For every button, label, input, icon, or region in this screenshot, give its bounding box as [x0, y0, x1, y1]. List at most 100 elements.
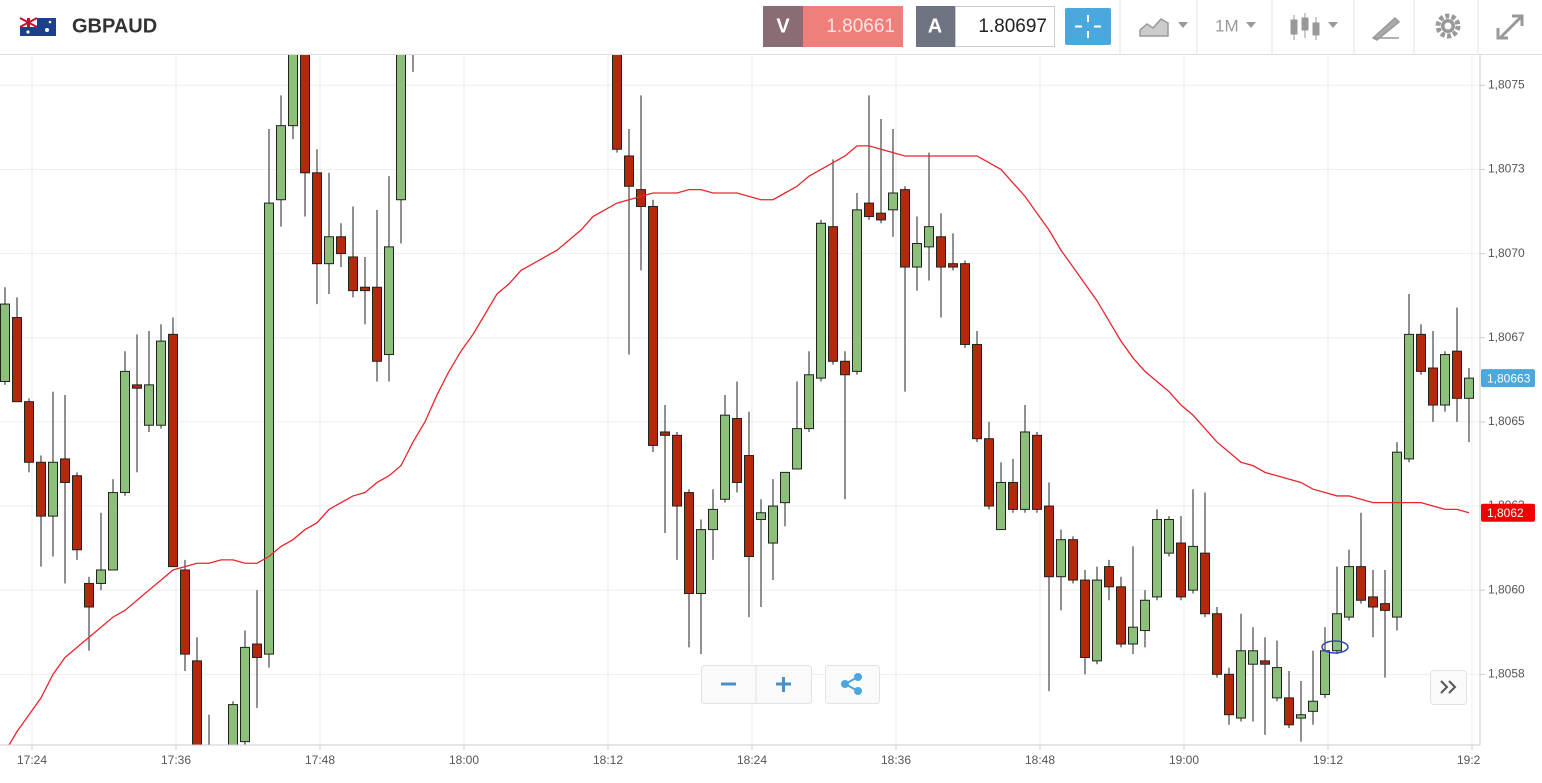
candle-body-up	[324, 236, 334, 265]
y-tick-label: 1,8067	[1488, 330, 1525, 344]
timeframe-button[interactable]: 1M	[1215, 16, 1256, 35]
candle-body-down	[12, 317, 22, 403]
candle-body-down	[660, 431, 670, 436]
candle-body-up	[1344, 566, 1354, 618]
candle-body-up	[792, 428, 802, 470]
candle-body-down	[348, 256, 358, 292]
highlight-marker	[1321, 640, 1349, 654]
candle-body-up	[816, 222, 826, 379]
candle-body-down	[672, 434, 682, 507]
candle-body-down	[1044, 505, 1054, 578]
crosshair-button[interactable]	[1065, 8, 1111, 45]
candle-body-up	[156, 340, 166, 426]
candle-body-up	[0, 303, 10, 382]
price-markers: 1,80663 1,8062	[1481, 369, 1535, 522]
candle-body-down	[900, 189, 910, 268]
candle-body-up	[264, 202, 274, 655]
candle-body-down	[36, 461, 46, 517]
candle-body-down	[876, 212, 886, 221]
candle-body-down	[1200, 552, 1210, 615]
candle-body-up	[1332, 613, 1342, 652]
candle-body-down	[1008, 481, 1018, 510]
sell-price: 1.80661	[826, 16, 895, 37]
candle-body-down	[744, 455, 754, 558]
candle-body-up	[804, 374, 814, 430]
candle-body-down	[612, 55, 622, 150]
candle-body-up	[1440, 354, 1450, 406]
candle-body-down	[360, 286, 370, 292]
chart-type-button[interactable]	[1139, 18, 1188, 37]
candle-body-down	[972, 343, 982, 440]
share-button[interactable]	[825, 665, 880, 704]
candle-body-down	[168, 333, 178, 568]
y-tick-label: 1,8073	[1488, 162, 1525, 176]
price-marker	[1481, 503, 1535, 522]
flag-icon	[19, 17, 56, 36]
x-tick-label: 18:24	[737, 753, 767, 767]
candle-body-down	[1116, 586, 1126, 645]
candle-body-up	[1188, 545, 1198, 591]
candle-body-down	[192, 660, 202, 745]
plot	[0, 55, 1474, 745]
x-tick-label: 19:00	[1169, 753, 1199, 767]
timeframe: 1M	[1215, 16, 1239, 35]
candle-body-down	[636, 189, 646, 207]
candle-body-down	[72, 475, 82, 551]
candle-body-up	[384, 246, 394, 356]
symbol: GBPAUD	[72, 15, 157, 37]
buy-label: A	[928, 15, 942, 37]
y-tick-label: 1,8060	[1488, 582, 1525, 596]
price-marker	[1481, 369, 1535, 388]
candle-body-up	[1140, 599, 1150, 632]
candle-body-down	[252, 643, 262, 658]
candle-body-down	[684, 492, 694, 595]
candle-body-up	[1272, 667, 1282, 699]
candle-body-up	[780, 471, 790, 504]
candle-body-up	[144, 384, 154, 426]
candle-body-up	[924, 226, 934, 248]
drawing-button[interactable]	[1371, 16, 1401, 41]
candle-body-down	[960, 263, 970, 345]
candle-body-down	[840, 360, 850, 376]
candle-body-up	[108, 492, 118, 571]
x-tick-label: 18:48	[1025, 753, 1055, 767]
candle-body-down	[372, 286, 382, 362]
candle-body-down	[624, 155, 634, 187]
candle-body-up	[120, 370, 130, 494]
settings-button[interactable]	[1435, 13, 1461, 39]
candle-body-down	[948, 263, 958, 268]
candle-body-up	[1404, 333, 1414, 460]
sell-label: V	[776, 15, 790, 37]
x-axis: 17:24 17:36 17:48 18:00 18:12 18:24 18:36 18:48…	[17, 745, 1480, 767]
candle-body-down	[1032, 434, 1042, 510]
candle-type-button[interactable]	[1290, 13, 1338, 40]
candle-body-down	[300, 55, 310, 174]
candle-body-down	[1356, 566, 1366, 601]
candle-body-up	[996, 481, 1006, 531]
candle-body-up	[276, 125, 286, 201]
candle-body-down	[828, 226, 838, 362]
zoom-in-button[interactable]	[776, 677, 791, 692]
candle-body-down	[732, 418, 742, 483]
y-tick-label: 1,8065	[1488, 414, 1525, 428]
candle-body-down	[336, 236, 346, 255]
candle-body-up	[240, 646, 250, 743]
scroll-latest-button[interactable]	[1430, 670, 1467, 705]
candle-body-down	[24, 401, 34, 463]
x-tick-label: 17:48	[305, 753, 335, 767]
fullscreen-button[interactable]	[1496, 14, 1524, 40]
price-marker-label: 1,8062	[1487, 506, 1524, 520]
candle-body-up	[852, 209, 862, 372]
zoom-controls	[701, 665, 880, 704]
y-axis: 1,80751,80731,80701,80671,80651,80631,80…	[1480, 77, 1525, 680]
buy-price: 1.80697	[978, 16, 1047, 37]
sell-button[interactable]: V 1.80661	[763, 6, 903, 47]
buy-button[interactable]: A 1.80697	[916, 6, 1055, 47]
x-tick-label: 17:24	[17, 753, 47, 767]
candle-body-up	[228, 704, 238, 745]
candle-body-up	[912, 242, 922, 268]
candle-body-up	[1164, 518, 1174, 554]
